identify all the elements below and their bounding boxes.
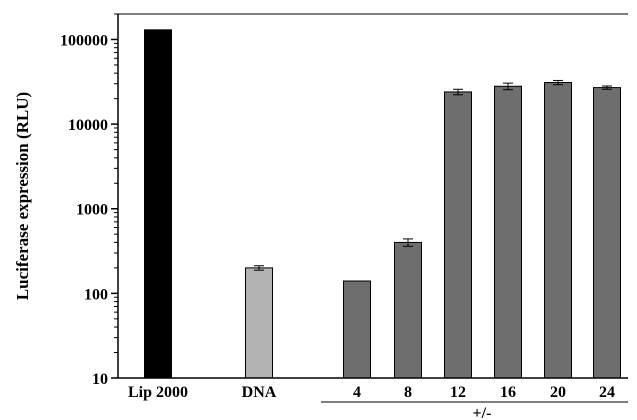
- x-tick-label: 24: [599, 384, 615, 401]
- y-axis-title: Luciferase expression (RLU): [13, 92, 32, 300]
- y-tick-label: 10: [92, 371, 108, 388]
- bar-16: [494, 85, 522, 379]
- x-axis: Lip 2000 DNA 4 8 12 16 20 24: [118, 377, 628, 403]
- x-tick-label: 8: [404, 384, 412, 401]
- x-tick-label: DNA: [242, 384, 277, 401]
- bar-12: [444, 91, 472, 379]
- bar-4: [343, 280, 371, 379]
- bars: [144, 29, 621, 379]
- bar-20: [544, 82, 572, 379]
- bar-lip-2000: [144, 29, 172, 379]
- group-label: +/-: [473, 405, 492, 420]
- y-axis: 10 100 1000 10000 100000: [60, 13, 628, 388]
- x-tick-label: 12: [450, 384, 466, 401]
- y-tick-label: 100000: [60, 32, 108, 49]
- y-tick-label: 10000: [68, 117, 108, 134]
- bar-8: [394, 241, 422, 379]
- x-tick-label: 20: [550, 384, 566, 401]
- x-tick-label: 16: [500, 384, 516, 401]
- y-tick-label: 1000: [76, 202, 108, 219]
- bar-dna: [245, 267, 273, 379]
- x-tick-label: Lip 2000: [128, 384, 188, 401]
- x-tick-label: 4: [353, 384, 361, 401]
- bar-24: [593, 87, 621, 379]
- y-tick-label: 100: [84, 286, 108, 303]
